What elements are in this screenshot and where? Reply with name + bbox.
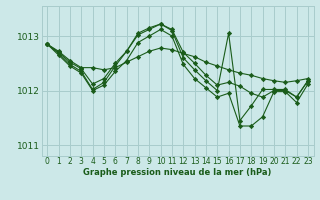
X-axis label: Graphe pression niveau de la mer (hPa): Graphe pression niveau de la mer (hPa) — [84, 168, 272, 177]
